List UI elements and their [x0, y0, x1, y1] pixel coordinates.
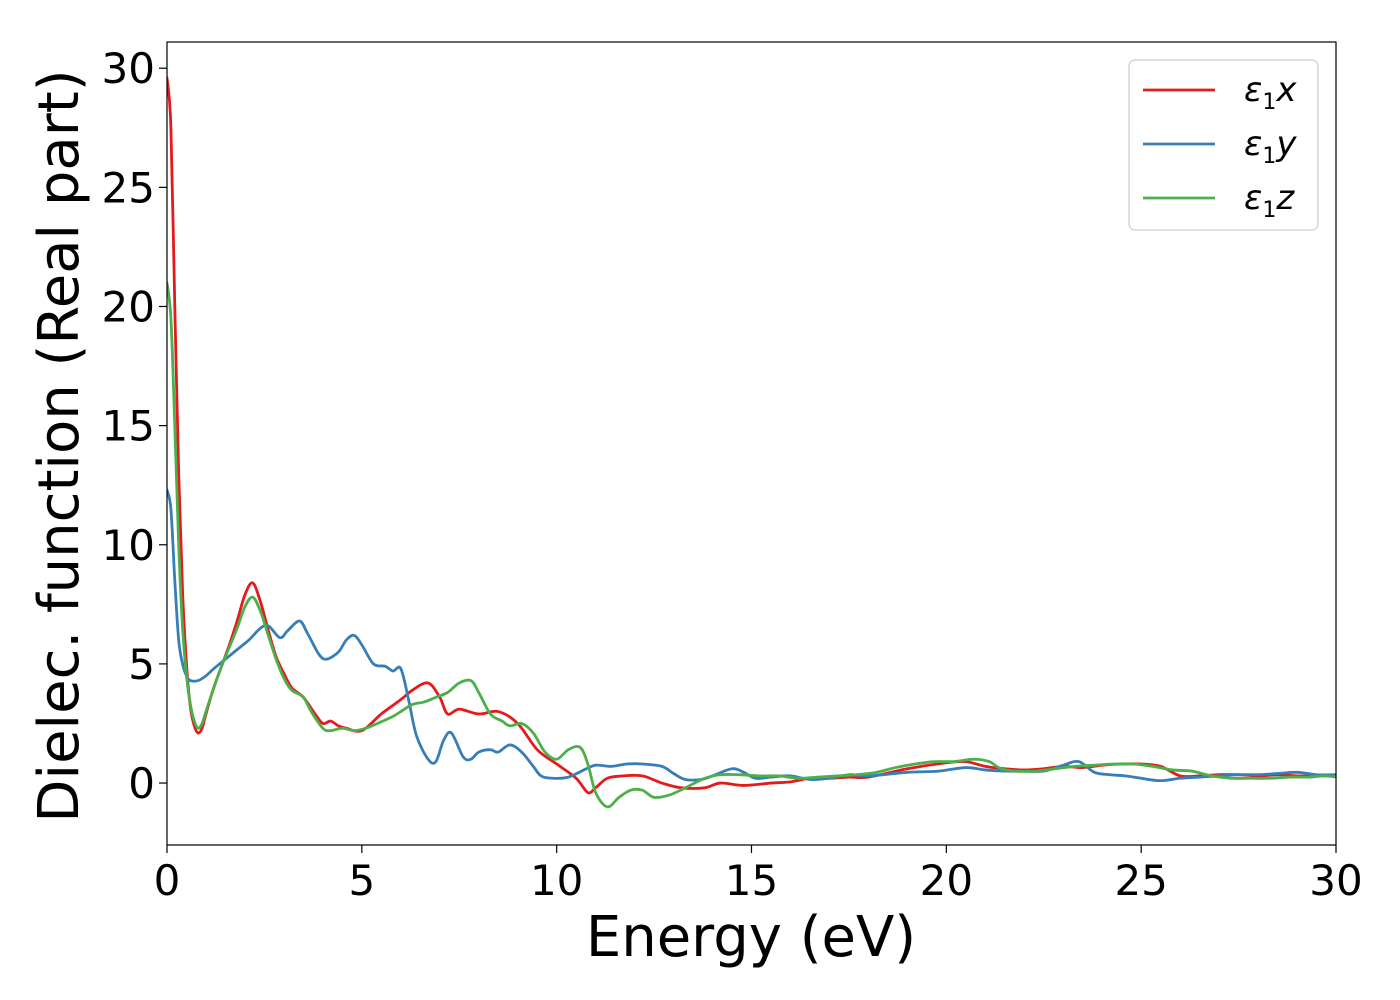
x-axis-title: Energy (eV): [586, 905, 916, 970]
y-tick-label: 30: [102, 44, 155, 93]
x-tick-label: 15: [725, 856, 778, 905]
x-tick-label: 0: [154, 856, 181, 905]
series-line-z: [167, 281, 1336, 809]
legend-label-z: ε1z: [1244, 178, 1295, 223]
x-tick-label: 10: [530, 856, 583, 905]
series-layer: [167, 76, 1336, 809]
x-axis: 0 5 10 15 20 25 30: [154, 845, 1363, 905]
x-tick-label: 5: [348, 856, 375, 905]
y-tick-label: 20: [102, 282, 155, 331]
y-axis-title: Dielec. function (Real part): [27, 69, 92, 822]
x-tick-label: 30: [1309, 856, 1362, 905]
y-tick-label: 5: [128, 640, 155, 689]
x-tick-label: 25: [1114, 856, 1167, 905]
legend-box: [1128, 59, 1319, 231]
y-tick-label: 10: [102, 521, 155, 570]
legend-label-y: ε1y: [1244, 124, 1297, 169]
legend: ε1x ε1y ε1z: [1128, 59, 1319, 231]
series-line-y: [167, 488, 1336, 783]
y-tick-label: 0: [128, 759, 155, 808]
y-tick-label: 15: [102, 402, 155, 451]
x-tick-label: 20: [920, 856, 973, 905]
y-axis: 0 5 10 15 20 25 30: [102, 44, 167, 808]
y-tick-label: 25: [102, 163, 155, 212]
legend-label-x: ε1x: [1244, 70, 1297, 115]
